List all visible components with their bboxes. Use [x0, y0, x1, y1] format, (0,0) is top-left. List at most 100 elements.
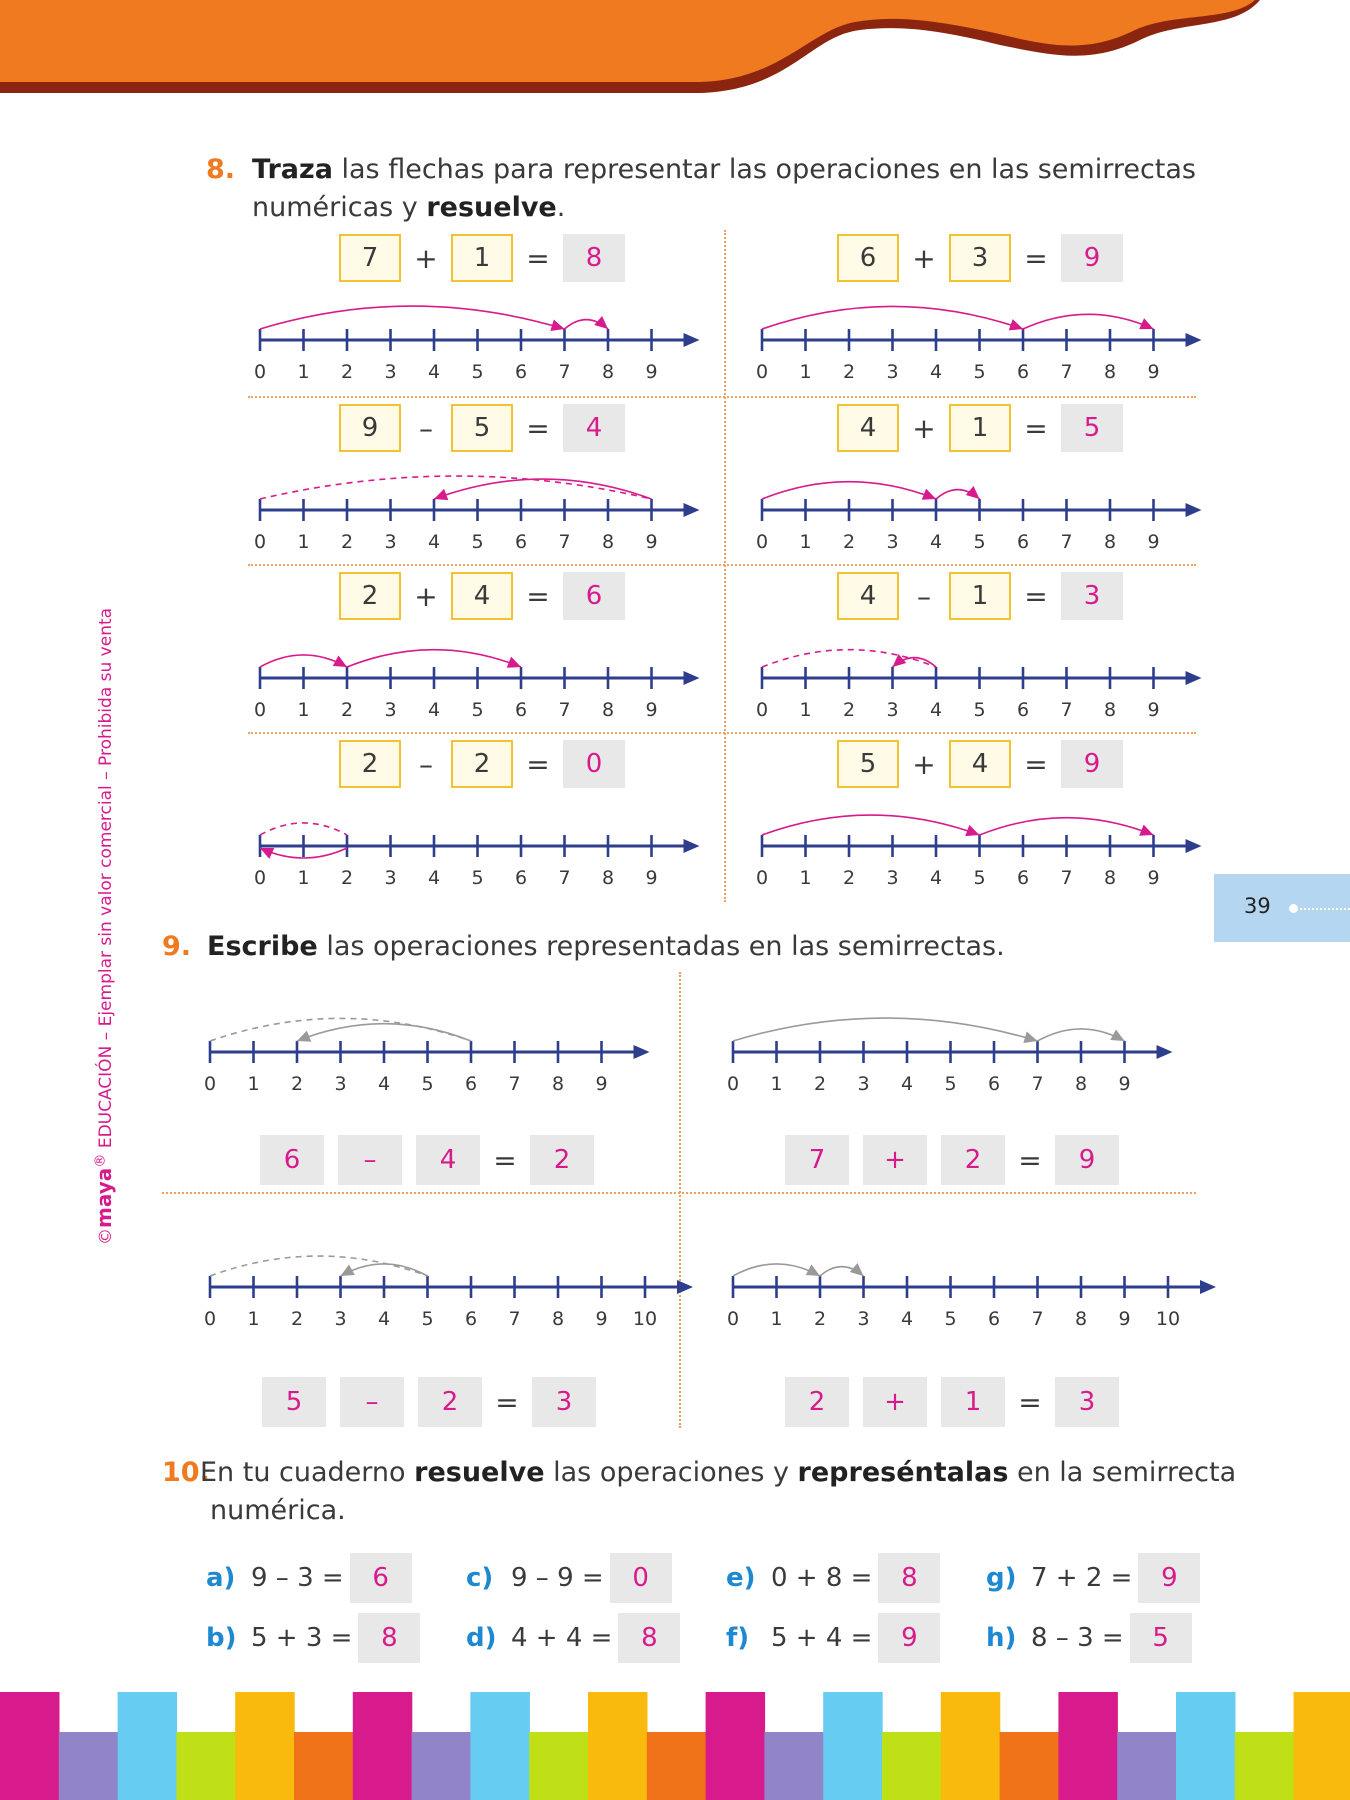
result-field[interactable]: 9	[1061, 234, 1123, 282]
tick-label: 6	[515, 699, 527, 718]
q10-exercise: a) 9 – 3 = 6	[206, 1553, 412, 1603]
result-field[interactable]: 3	[1061, 572, 1123, 620]
operand-a-field[interactable]: 7	[785, 1135, 849, 1185]
operand-a-box: 7	[339, 234, 401, 282]
arrowhead-icon	[434, 488, 449, 501]
footer-color-bar	[1117, 1732, 1177, 1800]
operand-a-field[interactable]: 2	[785, 1377, 849, 1427]
operand-a-field[interactable]: 6	[260, 1135, 324, 1185]
operand-b-field[interactable]: 4	[416, 1135, 480, 1185]
equation: 6 +3 = 9	[837, 233, 1123, 283]
operator-field[interactable]: –	[340, 1377, 404, 1427]
operand-a-box: 6	[837, 234, 899, 282]
question-9-title: 9. Escribe las operaciones representadas…	[162, 928, 1005, 966]
answer-field[interactable]: 5	[1129, 1613, 1192, 1663]
tick-label: 8	[602, 867, 614, 886]
operand-a-field[interactable]: 5	[262, 1377, 326, 1427]
result-field[interactable]: 3	[1055, 1377, 1119, 1427]
tick-label: 3	[334, 1073, 346, 1092]
answer-field[interactable]: 9	[1138, 1553, 1201, 1603]
q8-vertical-divider	[724, 230, 726, 902]
tick-label: 4	[901, 1308, 913, 1327]
equals-sign: =	[495, 1385, 519, 1419]
tick-label: 5	[944, 1308, 956, 1327]
exercise-label: f)	[726, 1623, 750, 1653]
footer-color-bar	[940, 1692, 1001, 1800]
tick-label: 2	[843, 867, 855, 886]
equation: 5 +4 = 9	[837, 739, 1123, 789]
tick-label: 8	[552, 1073, 564, 1092]
jump-arrow	[761, 305, 1024, 330]
tick-label: 9	[1147, 867, 1159, 886]
exercise-label: b)	[206, 1623, 237, 1653]
number-line: 0 1 2 3 4 5 6 7 8 9	[756, 305, 1202, 380]
footer-color-bar	[1234, 1732, 1295, 1800]
arrowhead-icon	[965, 824, 980, 837]
page-number: 39	[1244, 894, 1271, 918]
equation: 6–4 = 2	[260, 1135, 594, 1185]
tick-label: 3	[886, 361, 898, 380]
question-number: 9.	[162, 931, 192, 962]
arrowhead-icon	[892, 653, 907, 667]
result-field[interactable]: 2	[530, 1135, 594, 1185]
result-field[interactable]: 9	[1061, 740, 1123, 788]
result-field[interactable]: 0	[563, 740, 625, 788]
tick-label: 4	[428, 531, 440, 550]
result-field[interactable]: 6	[563, 572, 625, 620]
result-field[interactable]: 8	[563, 234, 625, 282]
operand-a-box: 5	[837, 740, 899, 788]
tick-label: 0	[254, 531, 266, 550]
q10-exercise: d) 4 + 4 = 8	[466, 1613, 681, 1663]
arrowhead-icon	[260, 847, 275, 859]
answer-field[interactable]: 8	[358, 1613, 421, 1663]
operator-field[interactable]: –	[338, 1135, 402, 1185]
answer-field[interactable]: 9	[878, 1613, 941, 1663]
q10-exercise: b) 5 + 3 = 8	[206, 1613, 421, 1663]
operand-b-field[interactable]: 2	[941, 1135, 1005, 1185]
exercise-label: d)	[466, 1623, 497, 1653]
tick-label: 6	[988, 1073, 1000, 1092]
jump-arrow	[296, 1022, 472, 1042]
page-dot-icon	[1289, 904, 1298, 913]
tick-label: 1	[799, 531, 811, 550]
axis-arrowhead-icon	[1185, 839, 1202, 853]
arrowhead-icon	[594, 315, 608, 329]
dashed-jump-arc	[259, 822, 348, 836]
result-field[interactable]: 5	[1061, 404, 1123, 452]
result-field[interactable]: 4	[563, 404, 625, 452]
operator-field[interactable]: +	[863, 1377, 927, 1427]
tick-label: 2	[341, 361, 353, 380]
exercise-label: a)	[206, 1563, 236, 1593]
tick-label: 4	[930, 361, 942, 380]
jump-arrow	[761, 480, 937, 500]
question-8-title: 8. Traza las flechas para representar la…	[206, 151, 1196, 223]
answer-field[interactable]: 8	[878, 1553, 941, 1603]
q8-row-divider	[248, 396, 1196, 398]
answer-field[interactable]: 6	[349, 1553, 412, 1603]
answer-field[interactable]: 8	[618, 1613, 681, 1663]
tick-label: 7	[508, 1308, 520, 1327]
operand-b-field[interactable]: 1	[941, 1377, 1005, 1427]
exercise-label: h)	[986, 1623, 1017, 1653]
tick-label: 9	[595, 1073, 607, 1092]
equation: 7 +1 = 8	[339, 233, 625, 283]
answer-field[interactable]: 0	[609, 1553, 672, 1603]
q9-vertical-divider	[679, 972, 681, 1428]
arrowhead-icon	[340, 1264, 355, 1276]
operand-a-box: 2	[339, 572, 401, 620]
tick-label: 6	[1017, 699, 1029, 718]
operator-field[interactable]: +	[863, 1135, 927, 1185]
result-field[interactable]: 9	[1055, 1135, 1119, 1185]
axis-arrowhead-icon	[1185, 503, 1202, 517]
copyright-symbol: ©	[96, 1228, 116, 1245]
exercise-expression: 0 + 8 =	[771, 1563, 873, 1593]
arrowhead-icon	[805, 1264, 820, 1276]
tick-label: 2	[291, 1073, 303, 1092]
operand-b-field[interactable]: 2	[418, 1377, 482, 1427]
number-line: 0 1 2 3 4 5 6 7 8 9	[254, 648, 700, 718]
tick-label: 9	[645, 531, 657, 550]
result-field[interactable]: 3	[532, 1377, 596, 1427]
instruction-text-4: numérica.	[210, 1495, 346, 1526]
tick-label: 3	[857, 1073, 869, 1092]
tick-label: 7	[1060, 361, 1072, 380]
